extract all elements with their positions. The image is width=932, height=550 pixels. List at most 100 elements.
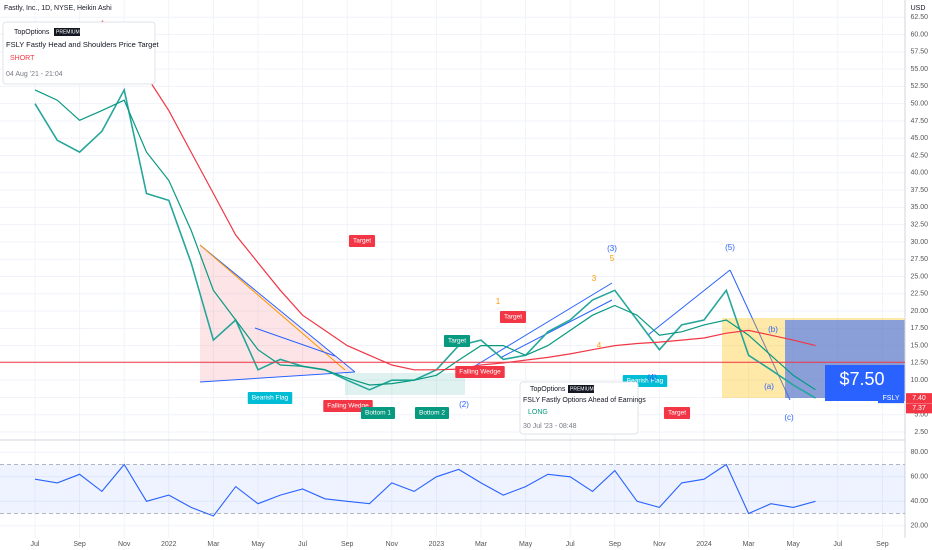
chart-title: Fastly, Inc., 1D, NYSE, Heikin Ashi bbox=[4, 5, 112, 12]
annotation-label: (a) bbox=[764, 382, 774, 391]
idea-author: TopOptions bbox=[530, 386, 566, 393]
x-tick-label: Jul bbox=[566, 541, 575, 548]
annotation-box bbox=[247, 392, 293, 404]
y-tick-label: 35.00 bbox=[910, 204, 928, 211]
pattern-area bbox=[200, 245, 355, 382]
badge-bg bbox=[568, 385, 594, 393]
y-tick-label: 27.50 bbox=[910, 256, 928, 263]
annotation-label: 5 bbox=[610, 254, 615, 263]
idea-badge: PREMIUM bbox=[56, 29, 80, 35]
trendline bbox=[729, 269, 791, 401]
annotation-label: Target bbox=[353, 238, 371, 245]
annotation-label: Bearish Flag bbox=[252, 395, 289, 402]
currency: USD bbox=[911, 5, 926, 12]
y-tick-label: 52.50 bbox=[910, 83, 928, 90]
x-tick-label: Sep bbox=[73, 541, 86, 548]
y-tick-label: 20.00 bbox=[910, 308, 928, 315]
x-tick-label: Sep bbox=[341, 541, 354, 548]
price-tag-label: 7.40 bbox=[912, 395, 926, 402]
annotation-label: Target bbox=[448, 338, 466, 345]
x-tick-label: Sep bbox=[876, 541, 889, 548]
y-tick-label: 20.00 bbox=[910, 523, 928, 530]
annotation-box bbox=[455, 366, 505, 378]
rsi-line bbox=[34, 463, 816, 517]
symbol-tag bbox=[878, 393, 904, 404]
low-tag-label: 7.37 bbox=[912, 405, 926, 412]
y-tick-label: 30.00 bbox=[910, 239, 928, 246]
x-tick-label: Jul bbox=[31, 541, 40, 548]
y-tick-label: 37.50 bbox=[910, 187, 928, 194]
y-tick-label: 2.50 bbox=[914, 429, 928, 436]
x-tick-label: Jul bbox=[833, 541, 842, 548]
card-bg bbox=[519, 381, 639, 435]
y-tick-label: 42.50 bbox=[910, 152, 928, 159]
x-tick-label: Mar bbox=[475, 541, 488, 548]
grid bbox=[0, 0, 905, 538]
annotation-label: Target bbox=[504, 314, 522, 321]
pattern-area bbox=[345, 373, 465, 395]
annotation-label: (3) bbox=[607, 244, 617, 253]
x-tick-label: 2022 bbox=[161, 541, 177, 548]
idea-date: 30 Jul '23 - 08:48 bbox=[523, 423, 577, 430]
y-tick-label: 60.00 bbox=[910, 474, 928, 481]
idea-badge: PREMIUM bbox=[570, 386, 594, 392]
idea-date: 04 Aug '21 - 21:04 bbox=[6, 71, 63, 78]
annotation-label: Falling Wedge bbox=[459, 369, 501, 376]
moving-average bbox=[34, 89, 816, 391]
x-tick-label: Mar bbox=[207, 541, 220, 548]
x-tick-label: Mar bbox=[743, 541, 756, 548]
x-tick-label: Sep bbox=[609, 541, 622, 548]
y-tick-label: 47.50 bbox=[910, 118, 928, 125]
x-tick-label: May bbox=[251, 541, 265, 548]
trendline bbox=[199, 371, 356, 383]
trendline bbox=[647, 269, 731, 336]
y-tick-label: 32.50 bbox=[910, 221, 928, 228]
annotation-label: 3 bbox=[592, 274, 597, 283]
annotation-label: (b) bbox=[768, 325, 778, 334]
y-tick-label: 55.00 bbox=[910, 66, 928, 73]
trendline bbox=[499, 299, 613, 359]
x-tick-label: Jul bbox=[298, 541, 307, 548]
annotation-box bbox=[360, 407, 396, 419]
y-tick-label: 57.50 bbox=[910, 49, 928, 56]
y-tick-label: 60.00 bbox=[910, 31, 928, 38]
idea-card[interactable]: TopOptions PREMIUM FSLY Fastly Head and … bbox=[2, 21, 159, 85]
annotation-box bbox=[499, 311, 527, 323]
annotation-label: (5) bbox=[725, 243, 735, 252]
y-tick-label: 62.50 bbox=[910, 14, 928, 21]
trendline bbox=[199, 244, 346, 371]
card-bg bbox=[2, 21, 156, 85]
y-tick-label: 22.50 bbox=[910, 291, 928, 298]
idea-title: FSLY Fastly Head and Shoulders Price Tar… bbox=[6, 40, 159, 49]
annotation-label: Bottom 1 bbox=[365, 410, 391, 417]
trendline bbox=[254, 327, 336, 357]
x-tick-label: May bbox=[519, 541, 533, 548]
y-tick-label: 50.00 bbox=[910, 101, 928, 108]
price-line bbox=[34, 87, 816, 399]
x-tick-label: Nov bbox=[386, 541, 399, 548]
annotation-label: (c) bbox=[784, 413, 794, 422]
y-tick-label: 25.00 bbox=[910, 273, 928, 280]
annotation-label: Target bbox=[668, 410, 686, 417]
idea-title: FSLY Fastly Options Ahead of Earnings bbox=[523, 397, 646, 404]
y-tick-label: 12.50 bbox=[910, 360, 928, 367]
annotation-box bbox=[323, 400, 373, 412]
annotation-label: (2) bbox=[459, 400, 469, 409]
idea-author: TopOptions bbox=[14, 29, 50, 36]
idea-direction: SHORT bbox=[10, 55, 35, 62]
badge-bg bbox=[54, 28, 80, 36]
y-tick-label: 15.00 bbox=[910, 342, 928, 349]
x-tick-label: Nov bbox=[118, 541, 131, 548]
annotation-label: Falling Wedge bbox=[327, 403, 369, 410]
y-tick-label: 40.00 bbox=[910, 498, 928, 505]
annotation-box bbox=[443, 335, 471, 347]
annotation-label: (4) bbox=[647, 373, 657, 382]
marks: 2.505.007.5010.0012.5015.0017.5020.0022.… bbox=[0, 14, 932, 548]
x-tick-label: 2023 bbox=[429, 541, 445, 548]
annotation-label: 4 bbox=[597, 341, 602, 350]
idea-card[interactable]: TopOptions PREMIUM FSLY Fastly Options A… bbox=[519, 381, 646, 435]
trendline bbox=[464, 282, 613, 373]
price-tag bbox=[906, 393, 932, 404]
